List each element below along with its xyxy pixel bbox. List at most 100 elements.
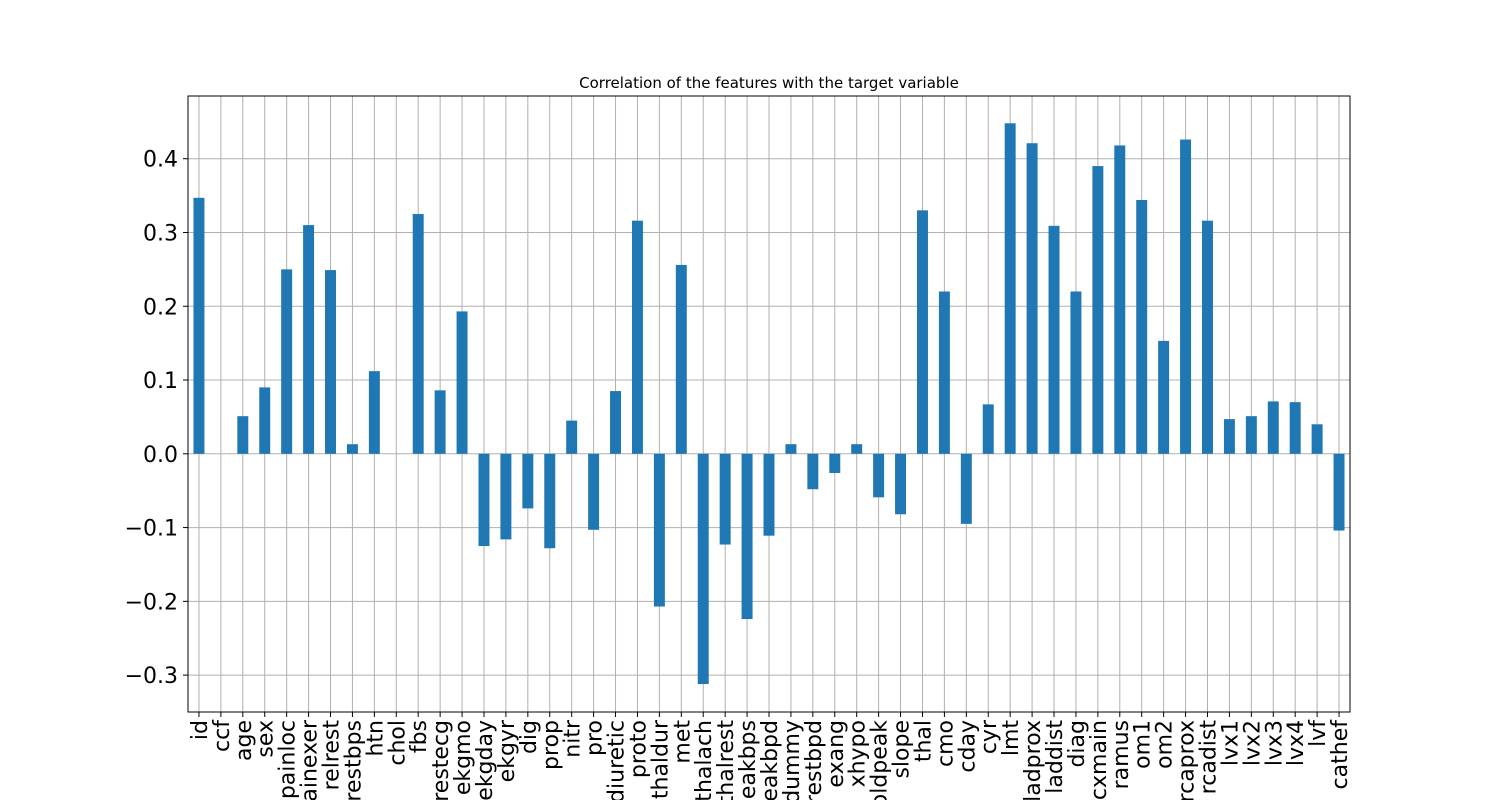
x-tick-label: diuretic <box>605 720 630 800</box>
bar-tpeakbpd <box>763 453 775 536</box>
bar-lvx2 <box>1245 416 1257 454</box>
x-tick-label: trestbpd <box>802 720 827 800</box>
x-tick-label: painexer <box>298 719 323 800</box>
x-tick-label: diag <box>1065 720 1090 768</box>
x-tick-label: om1 <box>1131 720 1156 769</box>
bar-sex <box>259 387 271 454</box>
x-tick-label: lvx1 <box>1218 720 1243 766</box>
x-tick-label: cmo <box>933 720 958 767</box>
bar-ekgday <box>478 453 490 547</box>
x-tick-label: thaldur <box>648 719 673 799</box>
bar-id <box>193 197 205 454</box>
bar-oldpeak <box>873 453 885 498</box>
bar-proto <box>631 220 643 454</box>
x-tick-label: exang <box>824 720 849 788</box>
bar-relrest <box>325 270 336 454</box>
x-tick-label: trestbps <box>341 720 366 800</box>
x-tick-label: restecg <box>429 720 454 800</box>
x-tick-label: oldpeak <box>868 720 893 800</box>
x-tick-label: lvx2 <box>1240 720 1265 766</box>
x-tick-label: pro <box>583 720 608 756</box>
bar-prop <box>544 453 556 549</box>
bar-cday <box>960 453 972 524</box>
grid <box>188 96 1350 712</box>
x-tick-label: cxmain <box>1087 720 1112 800</box>
x-tick-label: laddist <box>1043 720 1068 794</box>
bar-trestbpd <box>807 453 819 490</box>
x-tick-label: sex <box>254 720 279 758</box>
bar-htn <box>368 371 380 454</box>
bar-thalach <box>697 453 709 684</box>
x-tick-label: prop <box>539 720 564 770</box>
bar-trestbps <box>346 444 358 454</box>
x-tick-label: lvf <box>1306 719 1331 747</box>
x-tick-label: tpeakbpd <box>758 720 783 800</box>
x-tick-label: cyr <box>977 719 1002 754</box>
bar-slope <box>895 453 907 515</box>
bar-ladprox <box>1026 143 1038 454</box>
bar-rcaprox <box>1180 139 1192 454</box>
x-tick-label: dummy <box>780 720 805 800</box>
bar-lmt <box>1004 123 1016 454</box>
x-tick-label: cday <box>955 720 980 773</box>
x-tick-label: tpeakbps <box>736 720 761 800</box>
bar-lvf <box>1311 424 1323 454</box>
x-tick-label: lmt <box>999 720 1024 757</box>
bar-om1 <box>1136 200 1148 454</box>
x-tick-label: cathef <box>1328 719 1353 790</box>
x-tick-label: om2 <box>1153 720 1178 769</box>
bar-pro <box>588 453 600 530</box>
bar-thal <box>916 210 928 454</box>
x-tick-label: xhypo <box>846 720 871 787</box>
bar-diuretic <box>610 391 622 454</box>
x-tick-label: nitr <box>561 719 586 758</box>
bar-lvx3 <box>1267 401 1279 454</box>
x-tick-label: thal <box>911 720 936 762</box>
y-tick-label: −0.3 <box>125 664 178 689</box>
bar-cyr <box>982 404 994 454</box>
bar-lvx4 <box>1289 402 1301 454</box>
bar-xhypo <box>851 444 863 454</box>
x-tick-label: fbs <box>407 720 432 753</box>
bar-diag <box>1070 291 1082 454</box>
x-tick-label: ramus <box>1109 720 1134 789</box>
bar-age <box>237 416 249 454</box>
bar-met <box>675 264 687 454</box>
y-tick-label: 0.2 <box>143 295 178 320</box>
x-tick-label: ekgmo <box>451 720 476 795</box>
x-tick-label: ccf <box>210 719 235 752</box>
x-axis: idccfagesexpainlocpainexerrelresttrestbp… <box>188 712 1353 800</box>
bar-rcadist <box>1202 220 1213 454</box>
chart-title: Correlation of the features with the tar… <box>579 74 959 92</box>
x-tick-label: painloc <box>276 720 301 799</box>
x-tick-label: met <box>670 720 695 764</box>
y-tick-label: 0.0 <box>143 443 178 468</box>
bar-nitr <box>566 420 578 454</box>
y-tick-label: 0.1 <box>143 369 178 394</box>
x-tick-label: relrest <box>320 720 345 791</box>
bar-thaldur <box>653 453 665 607</box>
x-tick-label: rcaprox <box>1175 720 1200 800</box>
x-tick-label: lvx4 <box>1284 720 1309 766</box>
bar-painloc <box>281 269 293 454</box>
x-tick-label: proto <box>626 720 651 778</box>
bar-laddist <box>1048 225 1060 454</box>
x-tick-label: ekgday <box>473 720 498 800</box>
y-axis: −0.3 −0.2 −0.1 0.0 0.1 0.2 0.3 0.4 <box>125 148 188 689</box>
x-tick-label: age <box>232 720 257 761</box>
bar-ramus <box>1114 145 1126 454</box>
bar-om2 <box>1158 340 1170 454</box>
y-tick-label: 0.3 <box>143 221 178 246</box>
bar-restecg <box>434 390 446 454</box>
bar-exang <box>829 453 841 473</box>
y-tick-label: −0.1 <box>125 517 178 542</box>
x-tick-label: rcadist <box>1196 720 1221 795</box>
x-tick-label: ladprox <box>1021 720 1046 800</box>
bar-cmo <box>938 291 950 454</box>
bar-ekgyr <box>500 453 512 540</box>
bar-fbs <box>412 214 424 454</box>
x-tick-label: slope <box>890 720 915 779</box>
bars <box>193 123 1345 684</box>
bar-thalrest <box>719 453 731 545</box>
